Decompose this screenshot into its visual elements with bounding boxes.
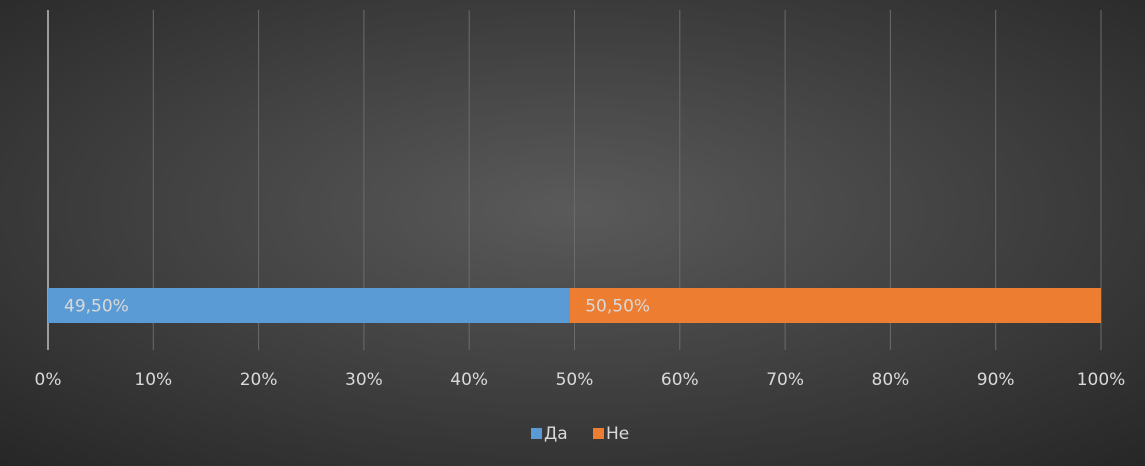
legend-label: Да: [544, 424, 568, 444]
x-tick-label: 40%: [450, 370, 488, 390]
x-tick-label: 70%: [766, 370, 804, 390]
legend-label: Не: [606, 424, 629, 444]
x-tick-label: 30%: [345, 370, 383, 390]
x-tick-label: 80%: [872, 370, 910, 390]
legend-swatch: [593, 428, 604, 439]
x-tick-label: 10%: [134, 370, 172, 390]
x-tick-label: 90%: [977, 370, 1015, 390]
legend-swatch: [531, 428, 542, 439]
bar: [569, 288, 1101, 323]
x-tick-label: 100%: [1077, 370, 1126, 390]
value-label: 49,50%: [64, 297, 129, 317]
x-tick-label: 20%: [240, 370, 278, 390]
x-tick-label: 0%: [35, 370, 62, 390]
bar: [48, 288, 570, 323]
x-tick-label: 50%: [556, 370, 594, 390]
value-label: 50,50%: [585, 297, 650, 317]
x-tick-label: 60%: [661, 370, 699, 390]
